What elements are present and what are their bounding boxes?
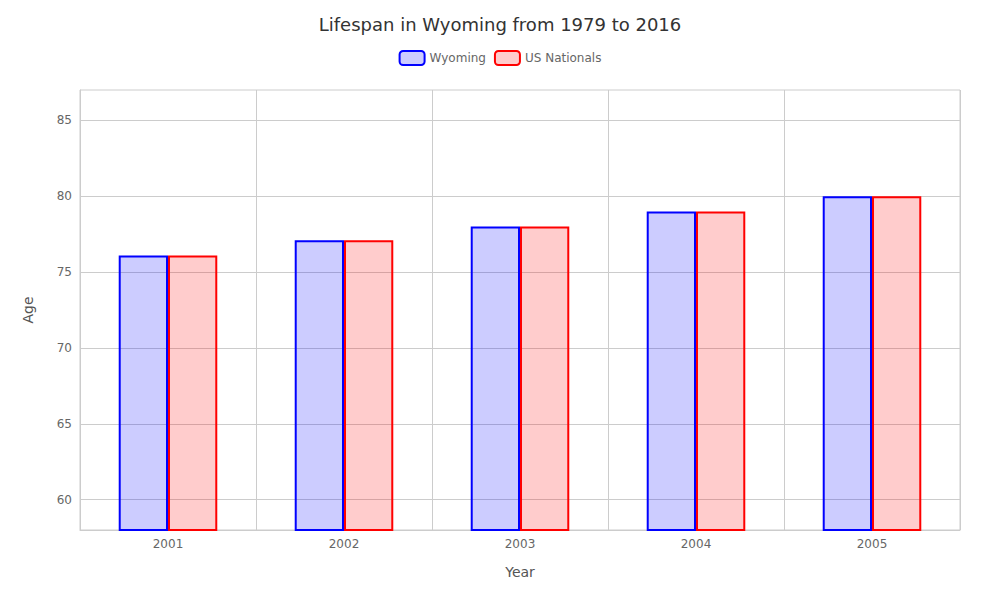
svg-text:65: 65: [57, 417, 72, 431]
svg-text:60: 60: [57, 493, 72, 507]
svg-text:Wyoming: Wyoming: [430, 51, 486, 65]
svg-text:Age: Age: [20, 296, 36, 323]
svg-text:70: 70: [57, 341, 72, 355]
svg-text:85: 85: [57, 113, 72, 127]
svg-text:75: 75: [57, 265, 72, 279]
svg-text:2001: 2001: [153, 537, 184, 551]
svg-text:2004: 2004: [681, 537, 712, 551]
svg-text:2003: 2003: [505, 537, 536, 551]
svg-text:80: 80: [57, 189, 72, 203]
svg-text:Lifespan in Wyoming from 1979: Lifespan in Wyoming from 1979 to 2016: [319, 14, 682, 35]
svg-text:2005: 2005: [857, 537, 888, 551]
svg-text:Year: Year: [504, 564, 535, 580]
svg-text:2002: 2002: [329, 537, 360, 551]
svg-text:US Nationals: US Nationals: [525, 51, 601, 65]
